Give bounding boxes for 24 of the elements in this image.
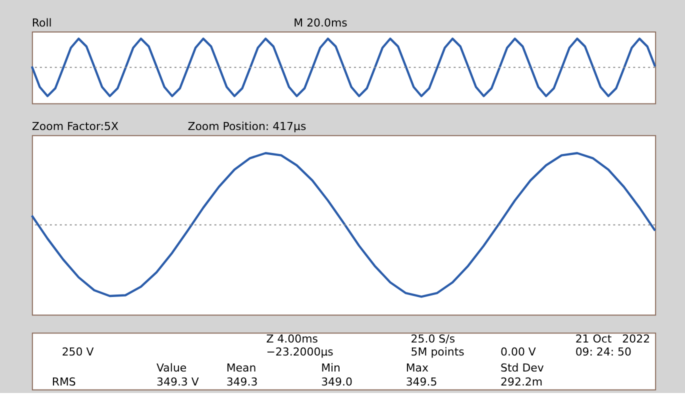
text: RMS <box>52 375 76 388</box>
text: 5M points <box>410 346 465 359</box>
chart-title: Roll <box>32 16 52 30</box>
text: Mean <box>226 361 256 374</box>
text: 349.3 <box>226 375 258 388</box>
text: Zoom Position: 417µs <box>188 120 306 134</box>
text: 2022 <box>622 332 650 346</box>
text: Value <box>156 361 187 374</box>
text: 09: 24: 50 <box>575 346 632 359</box>
text: Min <box>321 361 341 374</box>
text: Std Dev <box>500 361 544 374</box>
text: 0.00 V <box>500 346 536 359</box>
text: 349.5 <box>406 375 438 388</box>
text: 25.0 S/s <box>410 332 456 346</box>
text: M 20.0ms <box>294 16 348 30</box>
text: 250 V <box>62 346 94 359</box>
chart-title: Zoom Factor:5X <box>32 120 119 134</box>
text: Max <box>406 361 429 374</box>
text: 349.3 V <box>156 375 200 388</box>
text: −23.2000µs <box>266 346 334 359</box>
text: Z 4.00ms <box>266 332 318 346</box>
text: 349.0 <box>321 375 352 388</box>
text: 292.2m <box>500 375 543 388</box>
text: 21 Oct <box>575 332 612 346</box>
